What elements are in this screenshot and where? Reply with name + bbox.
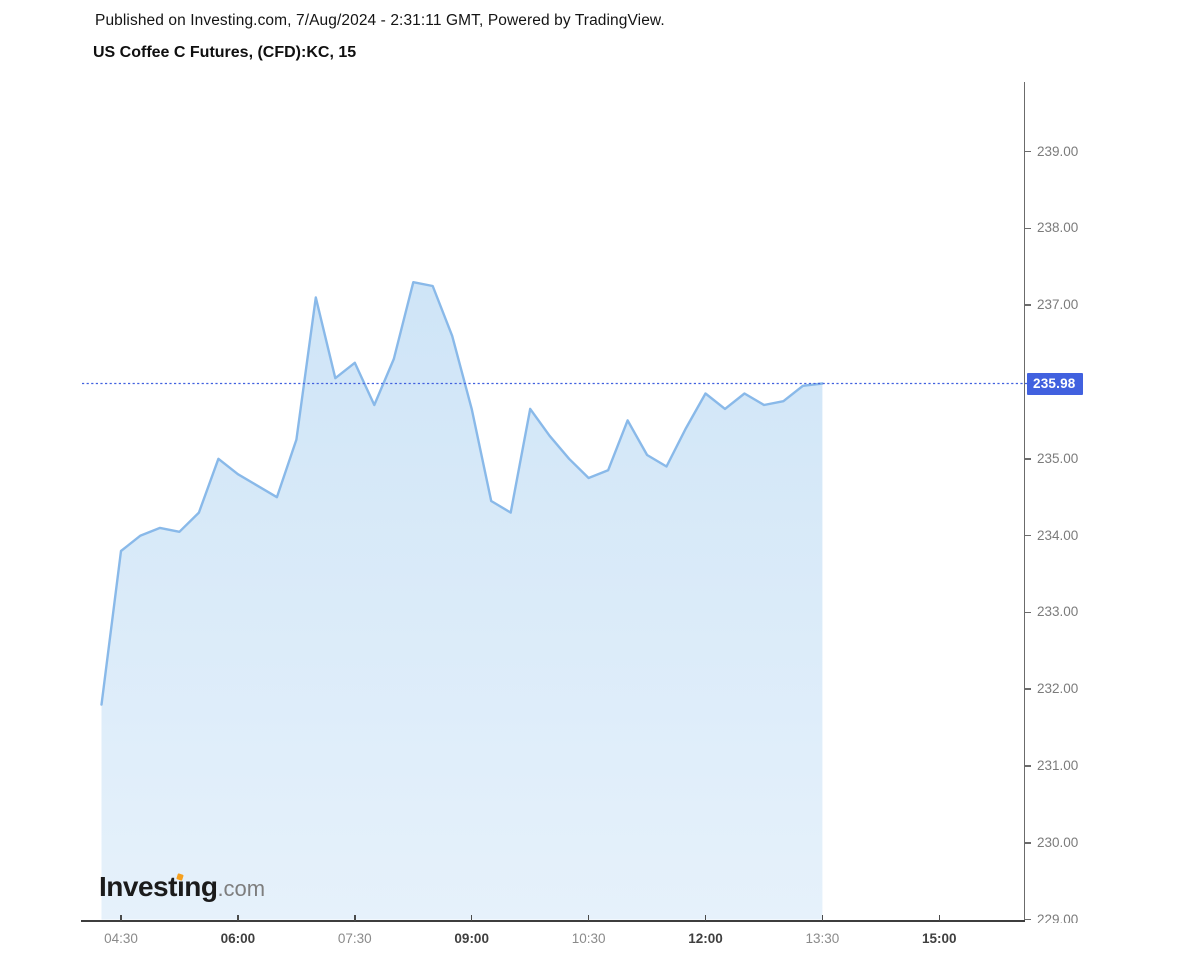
time-tick-mark [587, 914, 590, 921]
price-tick-mark [1025, 765, 1031, 767]
price-axis-labels: 239.00 238.00 237.00 235.00 234.00 233.00 232.… [1024, 0, 1200, 923]
price-tick-mark [1025, 918, 1031, 921]
time-tick-label: 15:00 [922, 931, 957, 946]
logo-text-ng: ng [184, 871, 218, 902]
time-tick-label: 06:00 [220, 931, 256, 946]
time-tick-label: 13:30 [805, 931, 840, 946]
price-axis-line [1024, 82, 1025, 921]
time-tick-mark [120, 914, 122, 921]
price-tick-label: 237.00 [1037, 297, 1079, 313]
logo-text-domain: .com [217, 876, 266, 901]
time-tick-label: 07:30 [337, 931, 372, 946]
price-tick-label: 238.00 [1037, 220, 1079, 236]
price-tick-mark [1025, 304, 1031, 306]
time-tick-label: 12:00 [688, 931, 723, 946]
chart-title: US Coffee C Futures, (CFD):KC, 15 [93, 44, 357, 61]
time-axis-line [81, 919, 1025, 922]
time-tick-mark [704, 914, 707, 921]
price-tick-label: 229.00 [1037, 911, 1079, 923]
price-tick-label: 235.00 [1037, 450, 1079, 466]
price-line [100, 281, 824, 706]
time-tick-mark [938, 914, 941, 921]
price-tick-label: 233.00 [1037, 604, 1079, 620]
investing-logo: Investı ng.com [99, 871, 265, 903]
price-tick-label: 239.00 [1037, 143, 1079, 159]
price-tick-mark [1025, 227, 1031, 230]
price-tick-mark [1025, 842, 1031, 844]
logo-dotless-i: ı [176, 871, 185, 902]
time-tick-label: 09:00 [454, 931, 489, 946]
price-tick-mark [1025, 458, 1031, 460]
price-tick-mark [1025, 150, 1031, 153]
price-tick-label: 230.00 [1037, 834, 1079, 850]
last-price-badge: 235.98 [1027, 372, 1083, 395]
price-tick-mark [1025, 611, 1031, 614]
price-tick-label: 231.00 [1037, 758, 1079, 773]
time-tick-label: 04:30 [104, 931, 138, 946]
time-tick-mark [470, 914, 473, 921]
price-tick-label: 232.00 [1037, 681, 1079, 697]
time-tick-mark [821, 914, 824, 921]
time-tick-label: 10:30 [571, 931, 606, 946]
area-fill [101, 282, 823, 920]
price-tick-label: 234.00 [1037, 527, 1079, 543]
time-tick-mark [237, 914, 239, 921]
last-price-value: 235.98 [1033, 376, 1076, 392]
price-tick-mark [1025, 534, 1031, 537]
price-tick-mark [1025, 688, 1031, 690]
published-line: Published on Investing.com, 7/Aug/2024 -… [95, 12, 665, 29]
logo-text-invest: Invest [99, 871, 177, 902]
time-tick-mark [354, 914, 356, 921]
